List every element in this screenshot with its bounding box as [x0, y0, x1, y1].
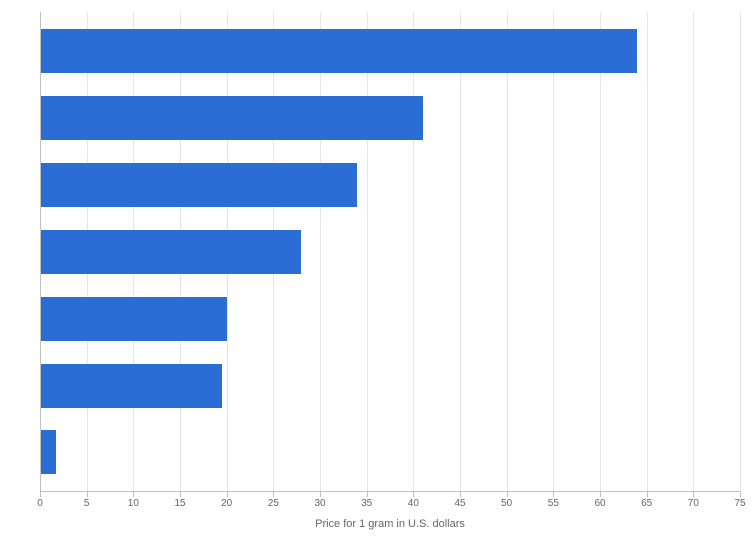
x-tick-mark	[553, 492, 554, 497]
x-tick-label: 0	[37, 498, 43, 509]
x-tick-mark	[367, 492, 368, 497]
x-tick-label: 55	[548, 498, 559, 509]
x-tick-mark	[740, 492, 741, 497]
bar-slot	[40, 424, 740, 480]
gridline	[740, 12, 741, 492]
x-axis-label: Price for 1 gram in U.S. dollars	[40, 518, 740, 530]
x-tick-mark	[273, 492, 274, 497]
bar	[40, 163, 357, 207]
x-tick-mark	[40, 492, 41, 497]
x-tick-mark	[133, 492, 134, 497]
bar	[40, 297, 227, 341]
x-tick-mark	[600, 492, 601, 497]
bar	[40, 96, 423, 140]
x-tick-label: 45	[454, 498, 465, 509]
bar	[40, 230, 301, 274]
y-axis-line	[40, 12, 41, 492]
x-tick-label: 35	[361, 498, 372, 509]
x-tick-mark	[227, 492, 228, 497]
x-tick-label: 65	[641, 498, 652, 509]
x-tick-mark	[87, 492, 88, 497]
bar-slot	[40, 358, 740, 414]
x-tick-label: 25	[268, 498, 279, 509]
bar-slot	[40, 291, 740, 347]
bar-slot	[40, 157, 740, 213]
x-tick-label: 5	[84, 498, 90, 509]
x-tick-label: 70	[688, 498, 699, 509]
x-tick-mark	[507, 492, 508, 497]
x-tick-label: 15	[174, 498, 185, 509]
x-tick-label: 60	[594, 498, 605, 509]
x-axis-ticks: 051015202530354045505560657075	[40, 492, 740, 512]
x-tick-label: 30	[314, 498, 325, 509]
price-bar-chart: 051015202530354045505560657075 Price for…	[40, 12, 740, 548]
x-tick-mark	[180, 492, 181, 497]
x-tick-mark	[693, 492, 694, 497]
bar-slot	[40, 224, 740, 280]
x-tick-mark	[460, 492, 461, 497]
x-axis-line	[40, 491, 740, 492]
x-tick-label: 40	[408, 498, 419, 509]
bar-slot	[40, 90, 740, 146]
bar	[40, 29, 637, 73]
bar-slot	[40, 23, 740, 79]
x-tick-mark	[413, 492, 414, 497]
x-tick-label: 10	[128, 498, 139, 509]
x-tick-mark	[647, 492, 648, 497]
plot-area	[40, 12, 740, 492]
x-tick-mark	[320, 492, 321, 497]
bar	[40, 430, 56, 474]
x-tick-label: 50	[501, 498, 512, 509]
bar	[40, 364, 222, 408]
x-tick-label: 20	[221, 498, 232, 509]
x-tick-label: 75	[734, 498, 745, 509]
